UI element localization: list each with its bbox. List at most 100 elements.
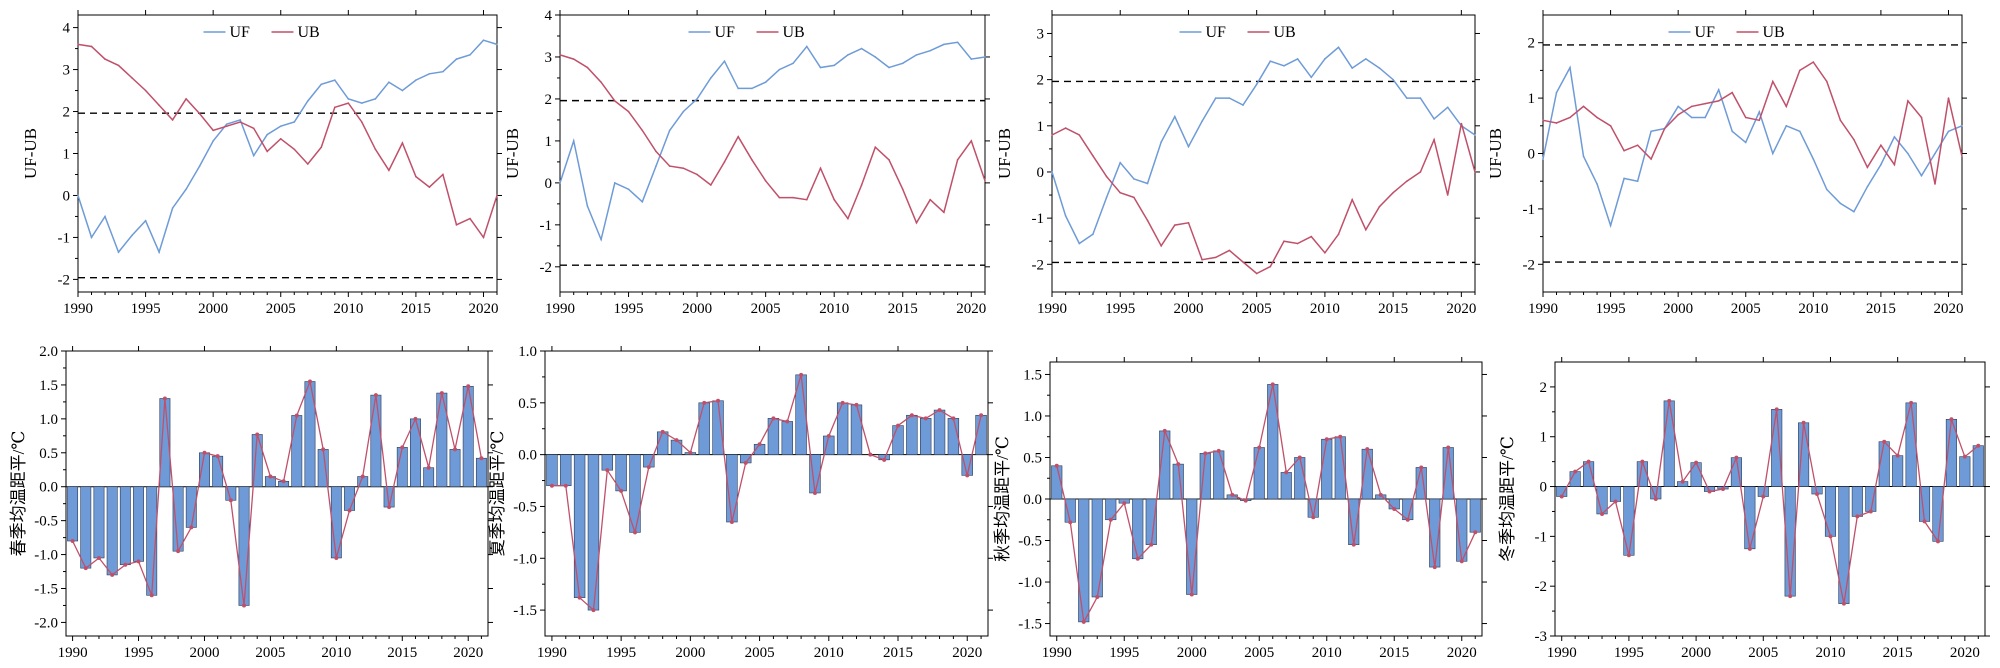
data-point [1907,100,1909,102]
anomaly-point [1909,400,1914,405]
data-point [1866,185,1869,188]
anomaly-point [400,445,405,450]
bar [1972,445,1984,487]
anomaly-point [1694,460,1699,465]
y-axis: -2.0 -1.5 -1.0 -0.5 0.0 0.5 1.0 1.5 2.0 [34,344,493,631]
x-tick-label: 2015 [1866,301,1896,317]
anomaly-point [1230,492,1235,497]
anomaly-point [228,498,233,503]
anomaly-point [387,505,392,510]
data-point [847,54,849,56]
data-point [572,140,575,142]
bar [1959,456,1971,487]
data-point [455,58,458,60]
x-tick-label: 1995 [606,645,636,661]
data-point [1839,119,1842,122]
anomaly-point [1734,455,1739,460]
anomaly-line [70,379,484,608]
anomaly-point [1801,420,1806,425]
panel-mk-spring: 1990 1995 2000 2005 2010 2015 2020 -2 -1 0 1 2 3 4 UF-… [21,10,502,317]
data-point [751,158,753,161]
series-uf [77,39,498,255]
y-tick-label: 3 [545,50,553,66]
data-point [171,119,174,121]
data-point [1201,258,1203,261]
anomaly-point [426,465,431,470]
bar [1469,498,1481,533]
anomaly-point [1162,428,1167,433]
data-point [1405,97,1408,99]
anomaly-point [373,393,378,398]
data-point [239,121,241,123]
anomaly-point [799,372,804,377]
data-point [943,43,945,46]
bar [1824,486,1837,537]
y-tick-label: -1 [540,218,553,234]
anomaly-point [1855,514,1860,519]
anomaly-point [1297,455,1302,460]
data-point [1133,196,1135,199]
legend-label: UB [783,24,805,41]
data-point [1051,171,1053,173]
data-point [1242,261,1244,263]
bar [1663,400,1675,487]
series-uf [1051,46,1476,245]
legend: UF UB [688,24,805,41]
data-point [1365,228,1367,231]
y-tick-label: -2 [1535,579,1548,595]
x-tick-label: 2010 [819,301,849,317]
anomaly-point [1962,454,1967,459]
data-point [1324,251,1326,254]
legend-label: UF [715,24,736,41]
y-tick-label: -1 [1032,211,1045,227]
anomaly-point [729,520,734,524]
data-point [1623,149,1625,152]
data-point [496,194,498,197]
data-point [77,194,79,197]
data-point [1255,272,1258,275]
anomaly-point [1135,556,1140,561]
data-point [1119,191,1122,194]
x-tick-label: 2015 [1883,645,1913,661]
bar [1280,472,1292,500]
data-point [682,167,685,169]
data-point [901,188,904,190]
x-tick-label: 1990 [537,645,567,661]
anomaly-polyline [551,374,982,612]
data-point [1160,245,1162,247]
x-axis: 1990 1995 2000 2005 2010 2015 2020 [63,10,498,317]
bar [1253,447,1265,500]
axes-frame [544,350,989,637]
series-line-uf [1542,65,1963,229]
y-tick-label: 0.5 [1023,450,1042,466]
bar [906,414,918,455]
anomaly-point [632,530,637,535]
data-point [306,163,309,165]
series-ub [559,54,986,225]
anomaly-point [1922,519,1927,524]
data-point [1105,175,1108,178]
x-tick-label: 1995 [1109,645,1139,661]
panel-mk-summer: 1990 1995 2000 2005 2010 2015 2020 -2 -1 0 1 2 3 4 UF-… [503,8,990,317]
data-point [1812,158,1815,160]
data-point [144,89,147,92]
x-tick-label: 2020 [1446,301,1476,317]
data-point [1296,58,1299,60]
y-tick-label: 3 [63,63,71,79]
x-tick-label: 2015 [883,645,913,661]
anomaly-point [979,413,984,418]
data-point [1826,188,1828,191]
anomaly-point [1976,443,1981,448]
panel-anom-summer: 1990 1995 2000 2005 2010 2015 2020 -1.5 -1.0 -0.5… [488,344,993,661]
data-point [1214,256,1217,259]
anomaly-point [1935,539,1940,544]
data-point [1893,163,1896,166]
anomaly-point [136,559,141,564]
bar [698,402,710,455]
data-point [696,98,698,100]
y-tick-label: -2 [540,260,553,276]
data-point [1133,178,1135,180]
bar [573,454,586,598]
y-tick-label: 2 [545,92,553,108]
